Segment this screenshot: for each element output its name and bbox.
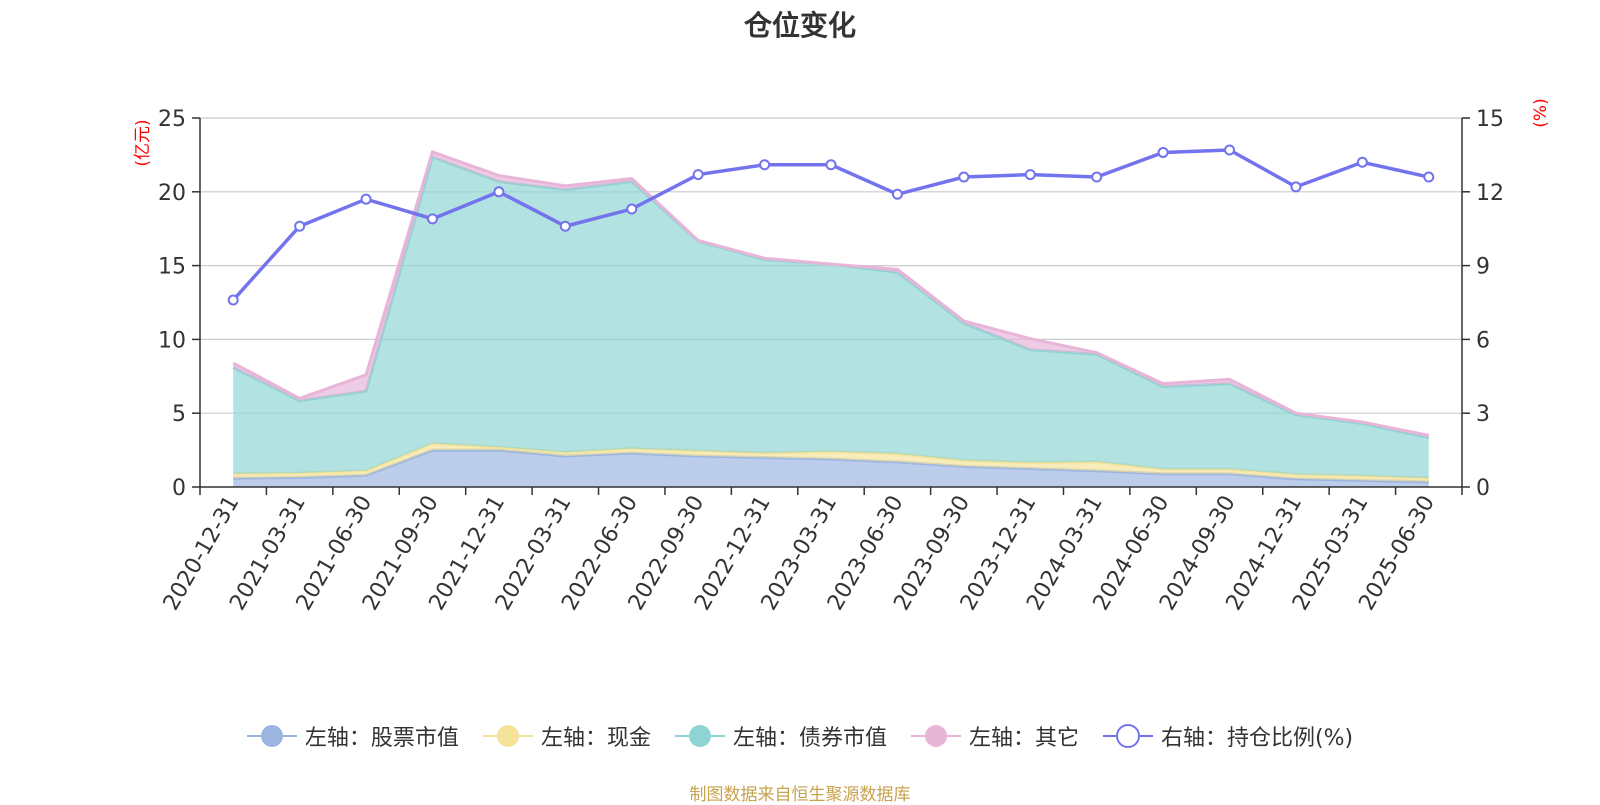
legend-label: 左轴：债券市值 — [732, 726, 887, 751]
chart-title: 仓位变化 — [743, 9, 856, 42]
y-right-tick-label: 9 — [1476, 255, 1490, 280]
ratio-point — [1224, 144, 1236, 156]
ratio-point — [360, 193, 372, 205]
y-right-tick-label: 6 — [1476, 328, 1490, 353]
legend-marker-icon — [674, 725, 725, 747]
ratio-point — [1091, 171, 1103, 183]
y-left-tick-label: 15 — [158, 255, 186, 280]
legend-item[interactable]: 左轴：其它 — [910, 720, 1079, 752]
area-line-series-3 — [232, 150, 1430, 437]
y-right-tick-label: 3 — [1476, 402, 1490, 427]
ratio-point — [825, 159, 837, 171]
ratio-point — [1423, 171, 1435, 183]
legend: 左轴：股票市值 左轴：现金 左轴：债券市值 左轴：其它 右轴：持仓比例(%) — [0, 720, 1600, 752]
ratio-point — [294, 220, 306, 232]
area-series-0 — [233, 450, 1429, 487]
ratio-point — [891, 188, 903, 200]
legend-marker-icon — [482, 725, 533, 747]
y-left-tick-label: 10 — [158, 328, 186, 353]
legend-marker-icon — [910, 725, 961, 747]
ratio-point — [493, 186, 505, 198]
ratio-point — [426, 213, 438, 225]
y-left-unit-label: (亿元) — [133, 119, 153, 166]
legend-marker-icon — [246, 725, 297, 747]
y-right-tick-label: 0 — [1476, 476, 1490, 501]
source-note: 制图数据来自恒生聚源数据库 — [689, 785, 911, 805]
legend-item[interactable]: 左轴：股票市值 — [246, 720, 459, 752]
area-series-1 — [233, 443, 1429, 482]
y-left-tick-label: 25 — [158, 107, 186, 132]
ratio-point — [1290, 181, 1302, 193]
legend-label: 左轴：其它 — [968, 726, 1079, 751]
y-left-tick-label: 20 — [158, 181, 186, 206]
legend-label: 右轴：持仓比例(%) — [1160, 726, 1354, 751]
y-right-unit-label: (%) — [1531, 98, 1551, 127]
chart-area: 051015202503691215(亿元)(%)2020-12-312021-… — [133, 98, 1551, 614]
ratio-point — [626, 203, 638, 215]
legend-item[interactable]: 左轴：现金 — [482, 720, 651, 752]
ratio-point — [1356, 156, 1368, 168]
ratio-point — [559, 220, 571, 232]
ratio-point — [759, 159, 771, 171]
y-left-tick-label: 0 — [172, 476, 186, 501]
ratio-point — [692, 169, 704, 181]
legend-label: 左轴：股票市值 — [304, 726, 459, 751]
ratio-point — [1157, 146, 1169, 158]
y-right-tick-label: 12 — [1476, 181, 1504, 206]
ratio-point — [1024, 169, 1036, 181]
y-left-tick-label: 5 — [172, 402, 186, 427]
area-series-2 — [233, 157, 1429, 479]
ratio-point — [958, 171, 970, 183]
legend-marker-icon — [1102, 724, 1153, 748]
legend-item[interactable]: 左轴：债券市值 — [674, 720, 887, 752]
ratio-point — [227, 294, 239, 306]
y-right-tick-label: 15 — [1476, 107, 1504, 132]
legend-label: 左轴：现金 — [540, 726, 651, 751]
legend-item[interactable]: 右轴：持仓比例(%) — [1102, 720, 1354, 752]
